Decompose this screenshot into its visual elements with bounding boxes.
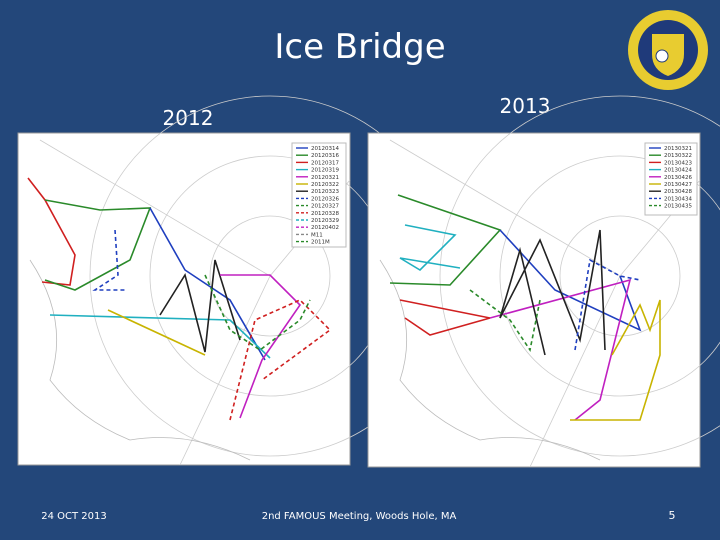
legend-label: 20120316: [311, 153, 339, 159]
legend-label: 20120326: [311, 196, 339, 202]
legend-label: 20120321: [311, 175, 339, 181]
legend-label: 20120323: [311, 189, 339, 195]
logo: [628, 10, 708, 90]
legend-label: 20120317: [311, 160, 339, 166]
legend-label: 20130424: [664, 168, 692, 174]
legend-label: 20130427: [664, 182, 692, 188]
legend-label: 20130322: [664, 153, 692, 159]
legend-label: 20120322: [311, 182, 339, 188]
legend-label: 20120329: [311, 218, 339, 224]
footer-meeting: 2nd FAMOUS Meeting, Woods Hole, MA: [262, 511, 457, 522]
legend-label: 20130426: [664, 175, 692, 181]
legend-label: 20130423: [664, 160, 692, 166]
slide-title: Ice Bridge: [274, 27, 445, 67]
legend-label: 20120402: [311, 225, 339, 231]
legend-label: 20130435: [664, 204, 692, 210]
legend-label: M11: [311, 232, 323, 238]
legend-label: 20130434: [664, 196, 692, 202]
legend-label: 2011M: [311, 240, 330, 246]
legend-label: 20120319: [311, 168, 339, 174]
legend-label: 20120328: [311, 211, 339, 217]
legend-label: 20120327: [311, 204, 339, 210]
legend-label: 20120314: [311, 146, 339, 152]
footer-date: 24 OCT 2013: [41, 511, 107, 522]
panel-label: 2013: [500, 94, 551, 118]
legend-label: 20130428: [664, 189, 692, 195]
page-number: 5: [669, 509, 676, 522]
legend-label: 20130321: [664, 146, 692, 152]
